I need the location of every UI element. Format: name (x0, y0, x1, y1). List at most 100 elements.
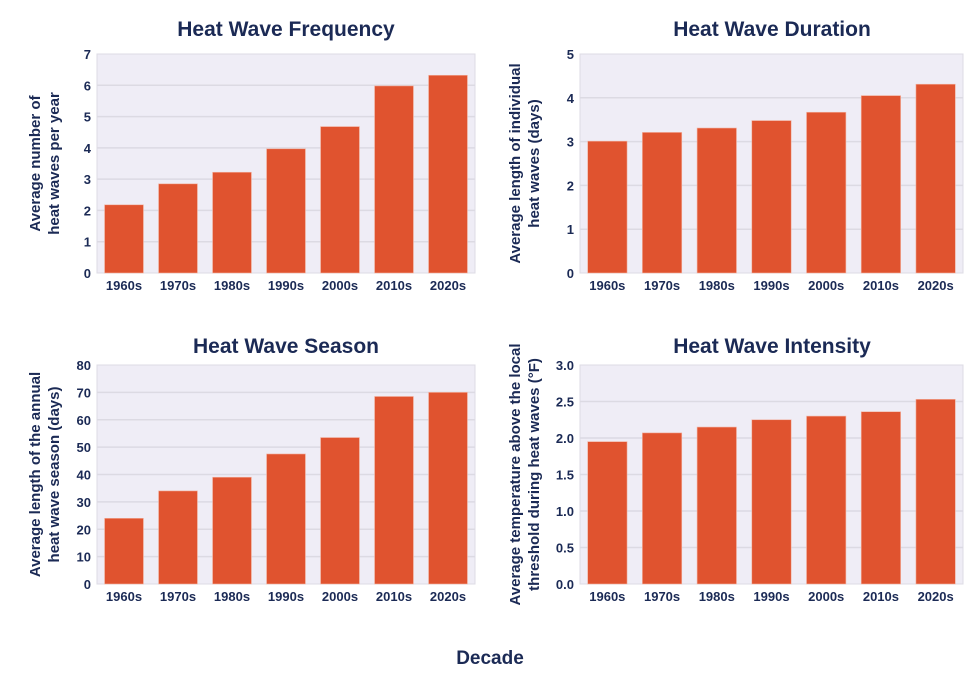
y-tick-label: 3 (567, 135, 574, 150)
x-tick-label: 1960s (106, 589, 142, 604)
y-tick-label: 1.0 (556, 504, 574, 519)
bar-1990s (751, 120, 792, 274)
y-axis-label: Average length of the annual heat wave se… (27, 372, 63, 577)
bar-2020s (428, 392, 468, 585)
x-tick-label: 1980s (699, 589, 735, 604)
x-tick-label: 2010s (376, 589, 412, 604)
bar-2020s (915, 399, 956, 585)
x-tick-label: 1990s (753, 589, 789, 604)
bar-1980s (696, 426, 737, 585)
x-tick-label: 1990s (268, 278, 304, 293)
y-tick-label: 0 (84, 266, 91, 281)
bar-1990s (266, 148, 306, 274)
bar-2000s (320, 126, 360, 274)
x-tick-label: 2000s (322, 278, 358, 293)
bar-2010s (860, 95, 901, 274)
y-axis-label-line: Average number of (27, 94, 44, 231)
x-tick-label: 1970s (160, 278, 196, 293)
bar-1990s (751, 419, 792, 585)
y-axis-label-line: Average temperature above the local (507, 343, 524, 605)
bar-2010s (860, 411, 901, 585)
y-tick-label: 0 (567, 266, 574, 281)
y-axis-label-line: Average length of the annual (27, 372, 44, 577)
x-tick-label: 1980s (699, 278, 735, 293)
x-tick-label: 1970s (644, 589, 680, 604)
x-tick-label: 1960s (106, 278, 142, 293)
y-tick-label: 2 (567, 178, 574, 193)
bar-1960s (587, 441, 628, 585)
chart-panel-1: Heat Wave Frequency 0 1 2 3 4 5 6 7 1960s 1970s 198… (27, 18, 476, 293)
y-tick-label: 2.5 (556, 395, 574, 410)
bar-1960s (587, 140, 628, 274)
chart-title: Heat Wave Intensity (673, 335, 871, 358)
chart-title: Heat Wave Duration (673, 18, 871, 41)
y-axis-label: Average temperature above the local thres… (507, 343, 543, 605)
bar-1990s (266, 453, 306, 585)
y-tick-label: 30 (77, 495, 91, 510)
y-tick-label: 1 (567, 222, 574, 237)
bar-1970s (158, 183, 198, 274)
y-axis-label-line: threshold during heat waves (°F) (526, 358, 543, 591)
x-tick-label: 2010s (863, 589, 899, 604)
x-tick-label: 1960s (589, 278, 625, 293)
bar-2000s (806, 415, 847, 585)
bar-2020s (428, 74, 468, 274)
y-tick-label: 10 (77, 550, 91, 565)
x-tick-label: 2000s (808, 278, 844, 293)
bar-1960s (104, 517, 144, 585)
x-tick-label: 2020s (918, 278, 954, 293)
bar-2010s (374, 396, 414, 585)
x-tick-label: 1960s (589, 589, 625, 604)
x-tick-label: 2000s (808, 589, 844, 604)
bar-1980s (212, 171, 252, 274)
bar-1960s (104, 204, 144, 274)
y-tick-label: 4 (84, 141, 92, 156)
y-tick-label: 5 (84, 110, 91, 125)
bar-1970s (158, 490, 198, 585)
x-tick-label: 2020s (918, 589, 954, 604)
y-tick-label: 3 (84, 172, 91, 187)
y-tick-label: 4 (567, 91, 575, 106)
y-tick-label: 20 (77, 522, 91, 537)
y-tick-label: 2.0 (556, 431, 574, 446)
bar-2000s (320, 437, 360, 585)
y-tick-label: 1 (84, 235, 91, 250)
y-axis-label-line: heat waves per year (46, 92, 63, 235)
chart-title: Heat Wave Frequency (177, 18, 395, 41)
y-axis-label-line: heat waves (days) (526, 99, 543, 227)
x-tick-label: 1990s (268, 589, 304, 604)
chart-panel-4: Heat Wave Intensity 0.0 0.5 1.0 1.5 2.0 2.5 3.0… (507, 335, 964, 606)
y-tick-label: 2 (84, 203, 91, 218)
x-tick-label: 2010s (376, 278, 412, 293)
bar-1970s (642, 132, 683, 274)
x-tick-label: 1970s (160, 589, 196, 604)
y-axis-label-line: Average length of individual (507, 63, 524, 263)
x-tick-label: 1980s (214, 589, 250, 604)
y-tick-label: 1.5 (556, 468, 574, 483)
y-tick-label: 0.0 (556, 577, 574, 592)
x-tick-label: 2020s (430, 589, 466, 604)
y-tick-label: 6 (84, 78, 91, 93)
x-tick-label: 2010s (863, 278, 899, 293)
y-tick-label: 0.5 (556, 541, 574, 556)
chart-title: Heat Wave Season (193, 335, 379, 358)
bar-1970s (642, 432, 683, 585)
y-tick-label: 3.0 (556, 358, 574, 373)
chart-panel-2: Heat Wave Duration 0 1 2 3 4 5 1960s 1970s 1980s 1… (507, 18, 964, 293)
bar-1980s (212, 476, 252, 585)
y-tick-label: 60 (77, 413, 91, 428)
x-tick-label: 2020s (430, 278, 466, 293)
bar-2020s (915, 83, 956, 274)
y-axis-label: Average length of individual heat waves (… (507, 63, 543, 263)
y-axis-label: Average number of heat waves per year (27, 92, 63, 235)
x-axis-label: Decade (456, 648, 524, 669)
x-tick-label: 1990s (753, 278, 789, 293)
bar-2010s (374, 85, 414, 274)
bar-1980s (696, 127, 737, 274)
bar-2000s (806, 111, 847, 274)
y-tick-label: 80 (77, 358, 91, 373)
chart-panel-3: Heat Wave Season 0 10 20 30 40 50 60 70 80 1960s 19… (27, 335, 476, 604)
x-tick-label: 2000s (322, 589, 358, 604)
y-tick-label: 7 (84, 47, 91, 62)
